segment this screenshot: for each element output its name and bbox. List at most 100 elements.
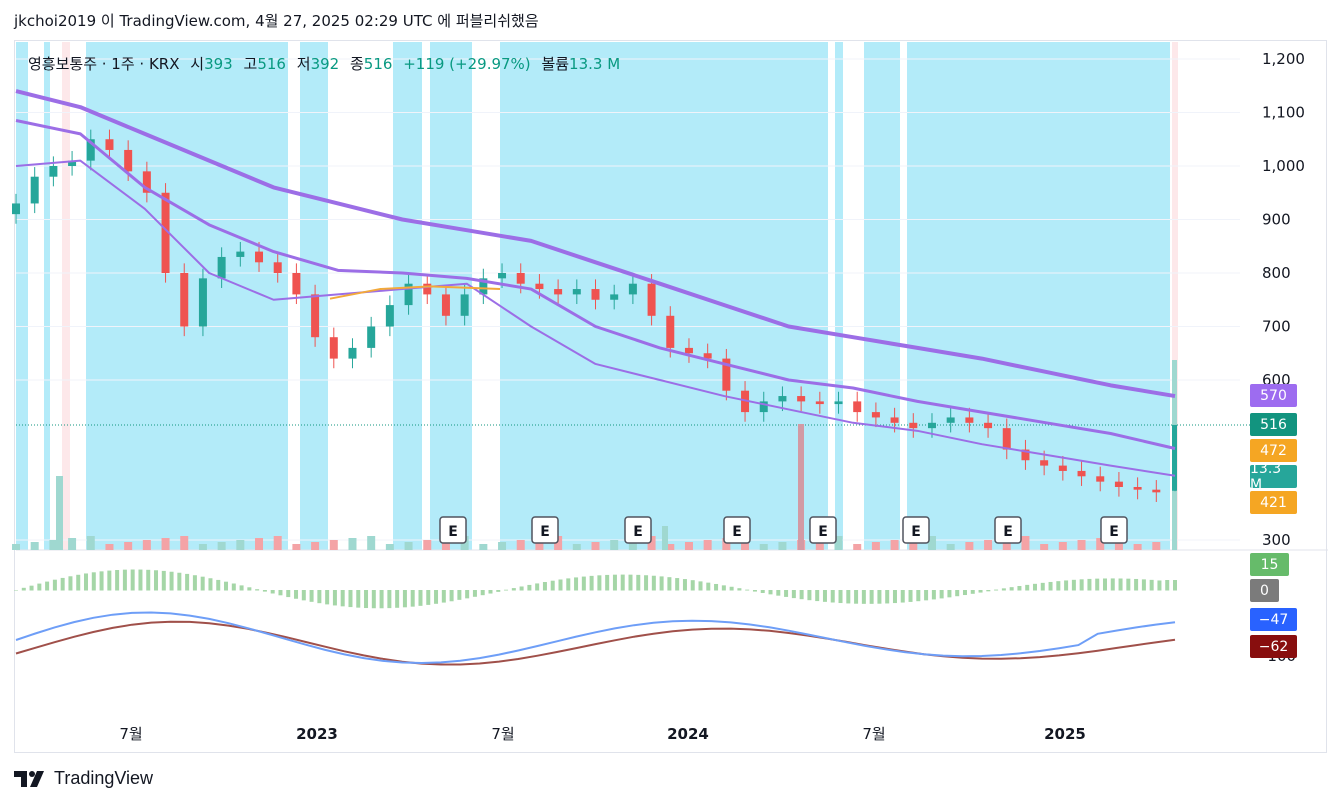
candle-body bbox=[834, 401, 843, 405]
histogram-bar bbox=[885, 590, 890, 604]
candle-body bbox=[741, 390, 750, 413]
volume-bar bbox=[722, 538, 731, 550]
candle-body bbox=[460, 294, 469, 316]
volume-bar bbox=[161, 538, 170, 550]
histogram-bar bbox=[861, 590, 866, 604]
histogram-bar bbox=[224, 581, 229, 591]
close-value: 516 bbox=[363, 55, 393, 73]
volume-bar bbox=[535, 538, 544, 550]
volume-bar bbox=[498, 542, 507, 550]
histogram-bar bbox=[286, 590, 291, 598]
volume-bar bbox=[198, 544, 207, 550]
histogram-bar bbox=[200, 576, 205, 591]
candle-body bbox=[348, 347, 357, 359]
candle-body bbox=[1096, 476, 1105, 482]
candle-body bbox=[311, 294, 320, 338]
histogram-bar bbox=[776, 590, 781, 596]
candle-body bbox=[367, 326, 376, 348]
histogram-bar bbox=[1141, 579, 1146, 591]
histogram-bar bbox=[644, 575, 649, 591]
volume-bar bbox=[49, 540, 58, 550]
histogram-bar bbox=[939, 590, 944, 599]
publish-header: jkchoi2019 이 TradingView.com, 4월 27, 202… bbox=[14, 10, 539, 31]
grid-lines bbox=[16, 58, 1328, 551]
histogram-bar bbox=[496, 590, 501, 592]
publisher-name[interactable]: jkchoi2019 bbox=[14, 12, 97, 30]
volume-bar bbox=[142, 540, 151, 550]
histogram-bar bbox=[262, 590, 267, 592]
volume-bar bbox=[703, 540, 712, 550]
histogram-bar bbox=[916, 590, 921, 602]
brand-name: TradingView bbox=[54, 768, 154, 788]
histogram-bar bbox=[107, 570, 112, 591]
earnings-marker bbox=[723, 516, 751, 544]
histogram-bar bbox=[130, 569, 135, 591]
footer-brand[interactable]: TradingView bbox=[14, 768, 153, 789]
price-tag-last: 516 bbox=[1250, 413, 1297, 436]
histogram-bar bbox=[465, 590, 470, 599]
volume-bar bbox=[815, 538, 824, 550]
open-label: 시 bbox=[190, 55, 205, 73]
histogram-bar bbox=[332, 590, 337, 606]
x-tick-label: 2023 bbox=[296, 725, 338, 743]
candle-body bbox=[1152, 489, 1161, 493]
chart-frame[interactable] bbox=[14, 40, 1327, 753]
volume-bar bbox=[1002, 538, 1011, 550]
volume-bar bbox=[778, 542, 787, 550]
candle-body bbox=[628, 283, 637, 295]
y-tick-label: 700 bbox=[1262, 318, 1291, 336]
histogram-bar bbox=[931, 590, 936, 600]
histogram-bar bbox=[729, 586, 734, 591]
earnings-marker bbox=[439, 516, 467, 544]
volume-bar bbox=[647, 536, 656, 550]
symbol-name[interactable]: 영흥보통주 · 1주 · KRX bbox=[28, 55, 180, 73]
histogram-bar bbox=[472, 590, 477, 597]
histogram-bar bbox=[721, 585, 726, 591]
histogram-bar bbox=[21, 587, 26, 591]
candle-body bbox=[273, 262, 282, 273]
histogram-bar bbox=[970, 590, 975, 594]
candle-body bbox=[498, 273, 507, 279]
histogram-bar bbox=[441, 590, 446, 603]
volume-bar bbox=[329, 540, 338, 550]
histogram-bar bbox=[216, 579, 221, 591]
candle-body bbox=[909, 422, 918, 429]
ma-short-line bbox=[15, 159, 1176, 477]
volume-bar bbox=[311, 542, 320, 550]
volume-bar bbox=[348, 538, 357, 550]
change-value: +119 (+29.97%) bbox=[403, 55, 531, 73]
moving-averages bbox=[15, 89, 1176, 477]
histogram-bar bbox=[270, 590, 275, 594]
histogram-bar bbox=[714, 583, 719, 591]
histogram-bar bbox=[527, 584, 532, 591]
histogram-bar bbox=[1001, 588, 1006, 591]
publish-info: 이 TradingView.com, 4월 27, 2025 02:29 UTC… bbox=[96, 12, 539, 30]
histogram-bar bbox=[122, 569, 127, 591]
histogram-bar bbox=[924, 590, 929, 601]
candle-body bbox=[871, 412, 880, 418]
volume-bar bbox=[404, 542, 413, 550]
histogram-bar bbox=[846, 590, 851, 604]
histogram-bar bbox=[154, 570, 159, 591]
volume-bar bbox=[1152, 542, 1161, 550]
histogram-bar bbox=[574, 577, 579, 591]
candle-body bbox=[1058, 465, 1067, 471]
candle-body bbox=[853, 401, 862, 413]
volume-bar bbox=[385, 544, 394, 550]
histogram-bar bbox=[768, 590, 773, 595]
volume-value: 13.3 M bbox=[569, 55, 621, 73]
candle-body bbox=[329, 337, 338, 359]
histogram-bar bbox=[908, 590, 913, 602]
histogram-bar bbox=[169, 571, 174, 591]
candle-body bbox=[49, 166, 58, 177]
candle-body bbox=[1133, 487, 1142, 490]
histogram-bar bbox=[45, 581, 50, 591]
high-label: 고 bbox=[243, 55, 258, 73]
histogram-bar bbox=[371, 590, 376, 609]
volume-bar bbox=[628, 538, 637, 550]
volume-bar bbox=[105, 544, 114, 550]
volume-bar bbox=[666, 544, 675, 550]
histogram-bar bbox=[947, 590, 952, 598]
